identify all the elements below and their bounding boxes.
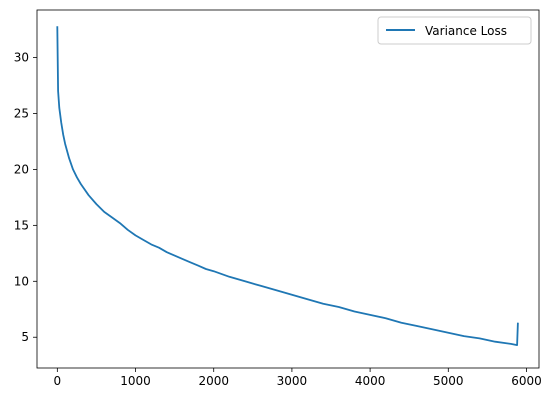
y-axis: 5 10 15 20 25 30 [14,51,37,344]
x-tick-label: 3000 [277,374,308,388]
y-tick-label: 25 [14,106,29,120]
x-axis: 0 1000 2000 3000 4000 5000 6000 [54,368,542,388]
x-tick-label: 1000 [120,374,151,388]
series-line [56,26,519,347]
x-tick-label: 0 [54,374,62,388]
y-tick-label: 15 [14,218,29,232]
x-tick-label: 2000 [198,374,229,388]
plot-area [37,10,539,368]
legend-box [377,16,532,45]
plot-frame [36,9,540,369]
y-tick-label: 10 [14,274,29,288]
legend-label: Variance Loss [425,24,507,38]
y-tick-label: 20 [14,162,29,176]
x-tick-label: 6000 [511,374,542,388]
x-tick-label: 5000 [433,374,464,388]
series-layer [56,26,519,347]
x-tick-label: 4000 [355,374,386,388]
y-tick-label: 5 [21,330,29,344]
legend: Variance Loss [377,16,532,45]
y-tick-label: 30 [14,51,29,65]
